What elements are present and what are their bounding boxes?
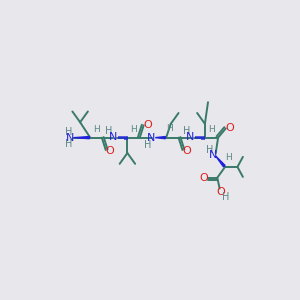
Text: H: H bbox=[93, 125, 100, 134]
Polygon shape bbox=[74, 136, 89, 139]
Text: H: H bbox=[206, 145, 213, 155]
Text: H: H bbox=[105, 126, 112, 136]
Text: H: H bbox=[144, 140, 151, 150]
Polygon shape bbox=[155, 136, 165, 139]
Text: O: O bbox=[182, 146, 191, 156]
Text: O: O bbox=[225, 123, 234, 133]
Text: H: H bbox=[183, 126, 190, 136]
Text: H: H bbox=[65, 139, 72, 149]
Text: N: N bbox=[147, 133, 156, 142]
Text: O: O bbox=[200, 173, 208, 183]
Text: N: N bbox=[109, 132, 117, 142]
Text: H: H bbox=[225, 153, 232, 162]
Text: O: O bbox=[105, 146, 114, 157]
Text: N: N bbox=[186, 132, 194, 142]
Text: O: O bbox=[143, 119, 152, 130]
Text: H: H bbox=[65, 127, 72, 137]
Text: H: H bbox=[166, 124, 172, 133]
Text: H: H bbox=[222, 192, 230, 202]
Text: H: H bbox=[130, 125, 137, 134]
Polygon shape bbox=[216, 156, 225, 167]
Text: H: H bbox=[208, 125, 214, 134]
Text: N: N bbox=[209, 150, 218, 160]
Text: O: O bbox=[217, 187, 226, 196]
Text: N: N bbox=[66, 133, 74, 142]
